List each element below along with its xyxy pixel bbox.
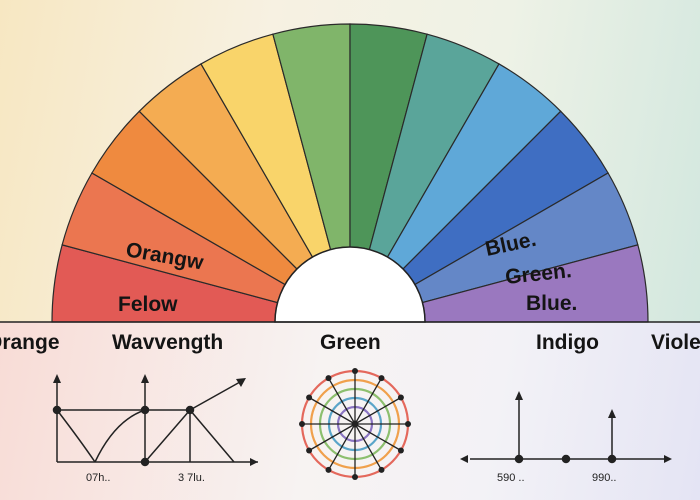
right-spectral-arrowhead-2 <box>608 409 616 418</box>
wheel-spoke-6 <box>308 423 356 452</box>
band-label-orange: Orange <box>0 331 60 354</box>
right-dot-1 <box>514 454 524 464</box>
wheel-spoke-2 <box>354 423 402 452</box>
right-spectral-arrowhead-1 <box>515 391 523 400</box>
left-wave-diagonal-1 <box>144 409 191 463</box>
left-y-arrowhead-1 <box>53 374 61 383</box>
wheel-dot-1 <box>405 421 411 427</box>
left-wave-curve-1 <box>56 409 96 463</box>
color-wheel <box>299 368 411 480</box>
band-label-green: Green <box>320 331 381 354</box>
spectrum-arc <box>51 23 649 323</box>
left-rising-arrowhead <box>236 378 246 387</box>
wheel-spoke-5 <box>327 423 356 471</box>
left-dot-4 <box>140 457 150 467</box>
wave-diagram-right <box>460 391 672 464</box>
wheel-spoke-11 <box>354 377 383 425</box>
wheel-dot-7 <box>299 421 305 427</box>
arc-hub <box>274 246 426 323</box>
left-y-arrowhead-2 <box>141 374 149 383</box>
wheel-dot-5 <box>325 466 332 473</box>
left-dot-3 <box>185 405 195 415</box>
right-dot-2 <box>561 454 571 464</box>
wheel-dot-10 <box>352 368 358 374</box>
right-axis-arrowhead-right <box>664 455 672 463</box>
wheel-dot-12 <box>397 394 404 401</box>
right-dot-3 <box>607 454 617 464</box>
arc-label-blue-bottom: Blue. <box>526 292 577 315</box>
wheel-dot-9 <box>325 375 332 382</box>
band-label-violet: Violet <box>651 331 700 354</box>
wheel-spoke-12 <box>354 396 402 425</box>
right-axis-arrowhead-left <box>460 455 468 463</box>
left-dot-2 <box>140 405 150 415</box>
lower-panel <box>0 322 700 500</box>
wheel-dot-4 <box>352 474 358 480</box>
band-label-wavelength: Wavvength <box>112 331 223 354</box>
left-dot-1 <box>52 405 62 415</box>
left-wave-diagonal-2 <box>189 409 235 463</box>
left-x-arrowhead <box>250 458 258 466</box>
right-tick-label-1: 590 .. <box>497 472 525 484</box>
left-rising-arrow <box>189 381 241 411</box>
wheel-spoke-9 <box>327 377 356 425</box>
right-tick-label-2: 990.. <box>592 472 616 484</box>
wave-diagram-left <box>52 374 258 467</box>
wheel-dot-6 <box>306 447 313 454</box>
wheel-dot-2 <box>397 447 404 454</box>
left-tick-label-1: 07h.. <box>86 472 110 484</box>
left-tick-label-2: 3 7lu. <box>178 472 205 484</box>
left-wave-curve-2 <box>94 409 146 463</box>
arc-label-felow: Felow <box>118 293 178 316</box>
wheel-spoke-3 <box>354 423 383 471</box>
wheel-spoke-8 <box>308 396 356 425</box>
wheel-center-dot <box>351 420 359 428</box>
band-label-indigo: Indigo <box>536 331 599 354</box>
wheel-dot-11 <box>378 375 385 382</box>
wheel-dot-3 <box>378 466 385 473</box>
wheel-dot-8 <box>306 394 313 401</box>
